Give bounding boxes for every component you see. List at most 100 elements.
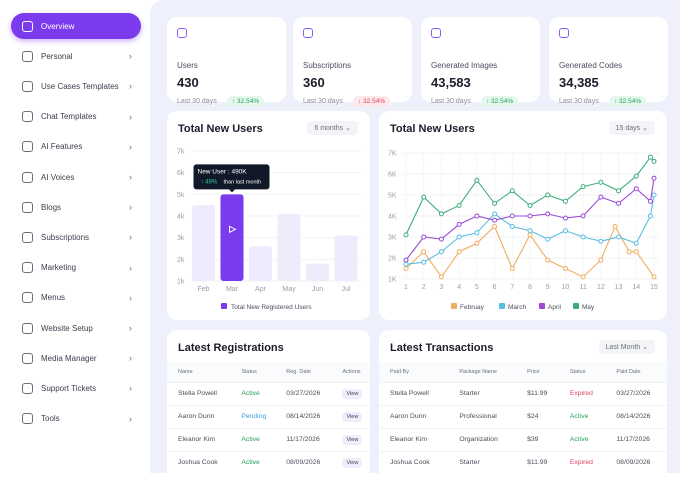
- sidebar-item-media-manager[interactable]: Media Manager ›: [11, 345, 141, 371]
- data-point: [633, 240, 639, 246]
- sidebar-item-ai-voices[interactable]: AI Voices ›: [11, 164, 141, 190]
- x-tick-label: 8: [528, 284, 532, 291]
- price-cell: $11.99: [516, 381, 559, 405]
- data-point: [598, 238, 604, 244]
- x-tick-label: 13: [615, 284, 623, 291]
- data-point: [492, 217, 498, 223]
- view-button[interactable]: View: [342, 412, 363, 422]
- table-row[interactable]: Joshua Cook Starter $11.99 Expired 08/09/202…: [379, 450, 667, 474]
- stat-card-generated-images: Generated Images 43,583 Last 30 days ↑ 3…: [421, 17, 540, 107]
- table-row[interactable]: Joshua Cook Active 08/09/2026 View: [167, 450, 370, 474]
- data-point: [403, 232, 409, 238]
- x-tick-label: Jul: [342, 286, 351, 293]
- sparkle-icon: [22, 141, 33, 153]
- cursor-icon: [229, 225, 237, 234]
- x-tick-label: Mar: [226, 286, 239, 293]
- data-point: [456, 221, 462, 227]
- data-point: [509, 213, 515, 219]
- y-tick-label: 2K: [388, 256, 397, 263]
- bar-range-dropdown[interactable]: 6 months ⌄: [307, 121, 358, 135]
- table-row[interactable]: Aaron Dunn Pending 08/14/2026 View: [167, 404, 370, 428]
- data-point: [545, 211, 551, 217]
- data-point: [421, 249, 427, 255]
- sidebar-item-overview[interactable]: Overview: [11, 13, 141, 39]
- sidebar-item-use-cases-templates[interactable]: Use Cases Templates ›: [11, 73, 141, 99]
- name-cell: Joshua Cook: [379, 450, 449, 474]
- view-button[interactable]: View: [342, 435, 363, 445]
- sidebar-item-support-tickets[interactable]: Support Tickets ›: [11, 375, 141, 401]
- x-tick-label: 7: [510, 284, 514, 291]
- name-cell: Eleanor Kim: [167, 427, 231, 451]
- column-header: Paid Date: [605, 362, 667, 382]
- bar-jun: [306, 263, 329, 281]
- data-point: [633, 173, 639, 179]
- data-point: [509, 266, 515, 271]
- y-tick-label: 3K: [388, 235, 397, 242]
- x-tick-label: 15: [650, 284, 658, 291]
- view-button[interactable]: View: [342, 389, 363, 399]
- sidebar-item-menus[interactable]: Menus ›: [11, 285, 141, 311]
- registrations-table: Name Status Reg. Date Actions Stella Powell A…: [167, 362, 370, 474]
- date-cell: 08/09/2026: [605, 450, 667, 474]
- sidebar-item-personal[interactable]: Personal ›: [11, 43, 141, 69]
- data-point: [598, 179, 604, 185]
- view-button[interactable]: View: [342, 458, 363, 469]
- x-tick-label: 9: [546, 284, 550, 291]
- stat-label: Subscriptions: [303, 61, 352, 70]
- table-row[interactable]: Eleanor Kim Organization $39 Active 11/17/20…: [379, 427, 667, 451]
- legend-label: Februay: [460, 304, 485, 311]
- table-row[interactable]: Eleanor Kim Active 11/17/2026 View: [167, 427, 370, 451]
- transactions-range-dropdown[interactable]: Last Month ⌄: [598, 340, 655, 354]
- sidebar-item-subscriptions[interactable]: Subscriptions ›: [11, 224, 141, 250]
- data-point: [438, 274, 444, 280]
- x-tick-label: Apr: [255, 286, 267, 293]
- registrations-card: Latest Registrations Name Status Reg. Date…: [167, 330, 370, 480]
- status-badge: Active: [241, 436, 260, 443]
- table-row[interactable]: Stella Powell Active 03/27/2026 View: [167, 381, 370, 405]
- stat-value: 34,385: [559, 75, 599, 90]
- main-content: Users 430 Last 30 days ↑ 32.54% Subscrip…: [150, 0, 680, 480]
- sidebar-item-website-setup[interactable]: Website Setup ›: [11, 315, 141, 341]
- data-point: [580, 274, 586, 280]
- table-row[interactable]: Aaron Dunn Professional $24 Active 08/14/202…: [379, 404, 667, 428]
- data-point: [651, 175, 657, 181]
- data-point: [580, 213, 586, 219]
- package-cell: Organization: [448, 427, 517, 451]
- data-point: [403, 257, 409, 263]
- sidebar: Overview Personal › Use Cases Templates › Cha…: [0, 0, 150, 473]
- sidebar-item-label: Blogs: [41, 202, 62, 212]
- stat-period: Last 30 days: [431, 98, 471, 105]
- sidebar-item-label: AI Features: [41, 142, 83, 152]
- data-point: [545, 257, 551, 263]
- legend-swatch: [499, 303, 505, 309]
- chat-icon: [22, 111, 33, 123]
- sidebar-item-chat-templates[interactable]: Chat Templates ›: [11, 104, 141, 130]
- price-cell: $11.99: [516, 450, 559, 474]
- sidebar-item-marketing[interactable]: Marketing ›: [11, 255, 141, 281]
- sidebar-item-ai-features[interactable]: AI Features ›: [11, 134, 141, 160]
- y-tick-label: 2k: [177, 257, 185, 264]
- sidebar-item-label: Personal: [41, 51, 73, 61]
- data-point: [598, 194, 604, 200]
- sidebar-item-label: Marketing: [41, 263, 77, 273]
- sidebar-item-label: Subscriptions: [41, 232, 90, 242]
- line-range-value: 15 days: [615, 125, 641, 132]
- table-row[interactable]: Stella Powell Starter $11.99 Expired 03/27/2…: [379, 381, 667, 405]
- sidebar-item-tools[interactable]: Tools ›: [11, 406, 141, 432]
- bar-range-value: 6 months: [314, 125, 344, 132]
- column-header: Reg. Date: [275, 362, 332, 382]
- y-tick-label: 5K: [388, 193, 397, 200]
- line-chart-card: Total New Users 15 days ⌄ 1K 2K 3K 4K 5K 6K 7K…: [379, 111, 667, 320]
- tooltip-suffix: than last month: [224, 179, 262, 185]
- sidebar-item-label: Use Cases Templates: [41, 81, 119, 91]
- legend-swatch: [451, 303, 457, 309]
- line-range-dropdown[interactable]: 15 days ⌄: [608, 121, 655, 135]
- series-line-march: [405, 194, 655, 265]
- bar-may: [277, 213, 301, 281]
- name-cell: Stella Powell: [167, 381, 231, 405]
- data-point: [616, 200, 622, 206]
- sidebar-item-blogs[interactable]: Blogs ›: [11, 194, 141, 220]
- data-point: [492, 211, 498, 217]
- x-tick-label: 5: [475, 284, 479, 291]
- bar-apr: [249, 246, 272, 281]
